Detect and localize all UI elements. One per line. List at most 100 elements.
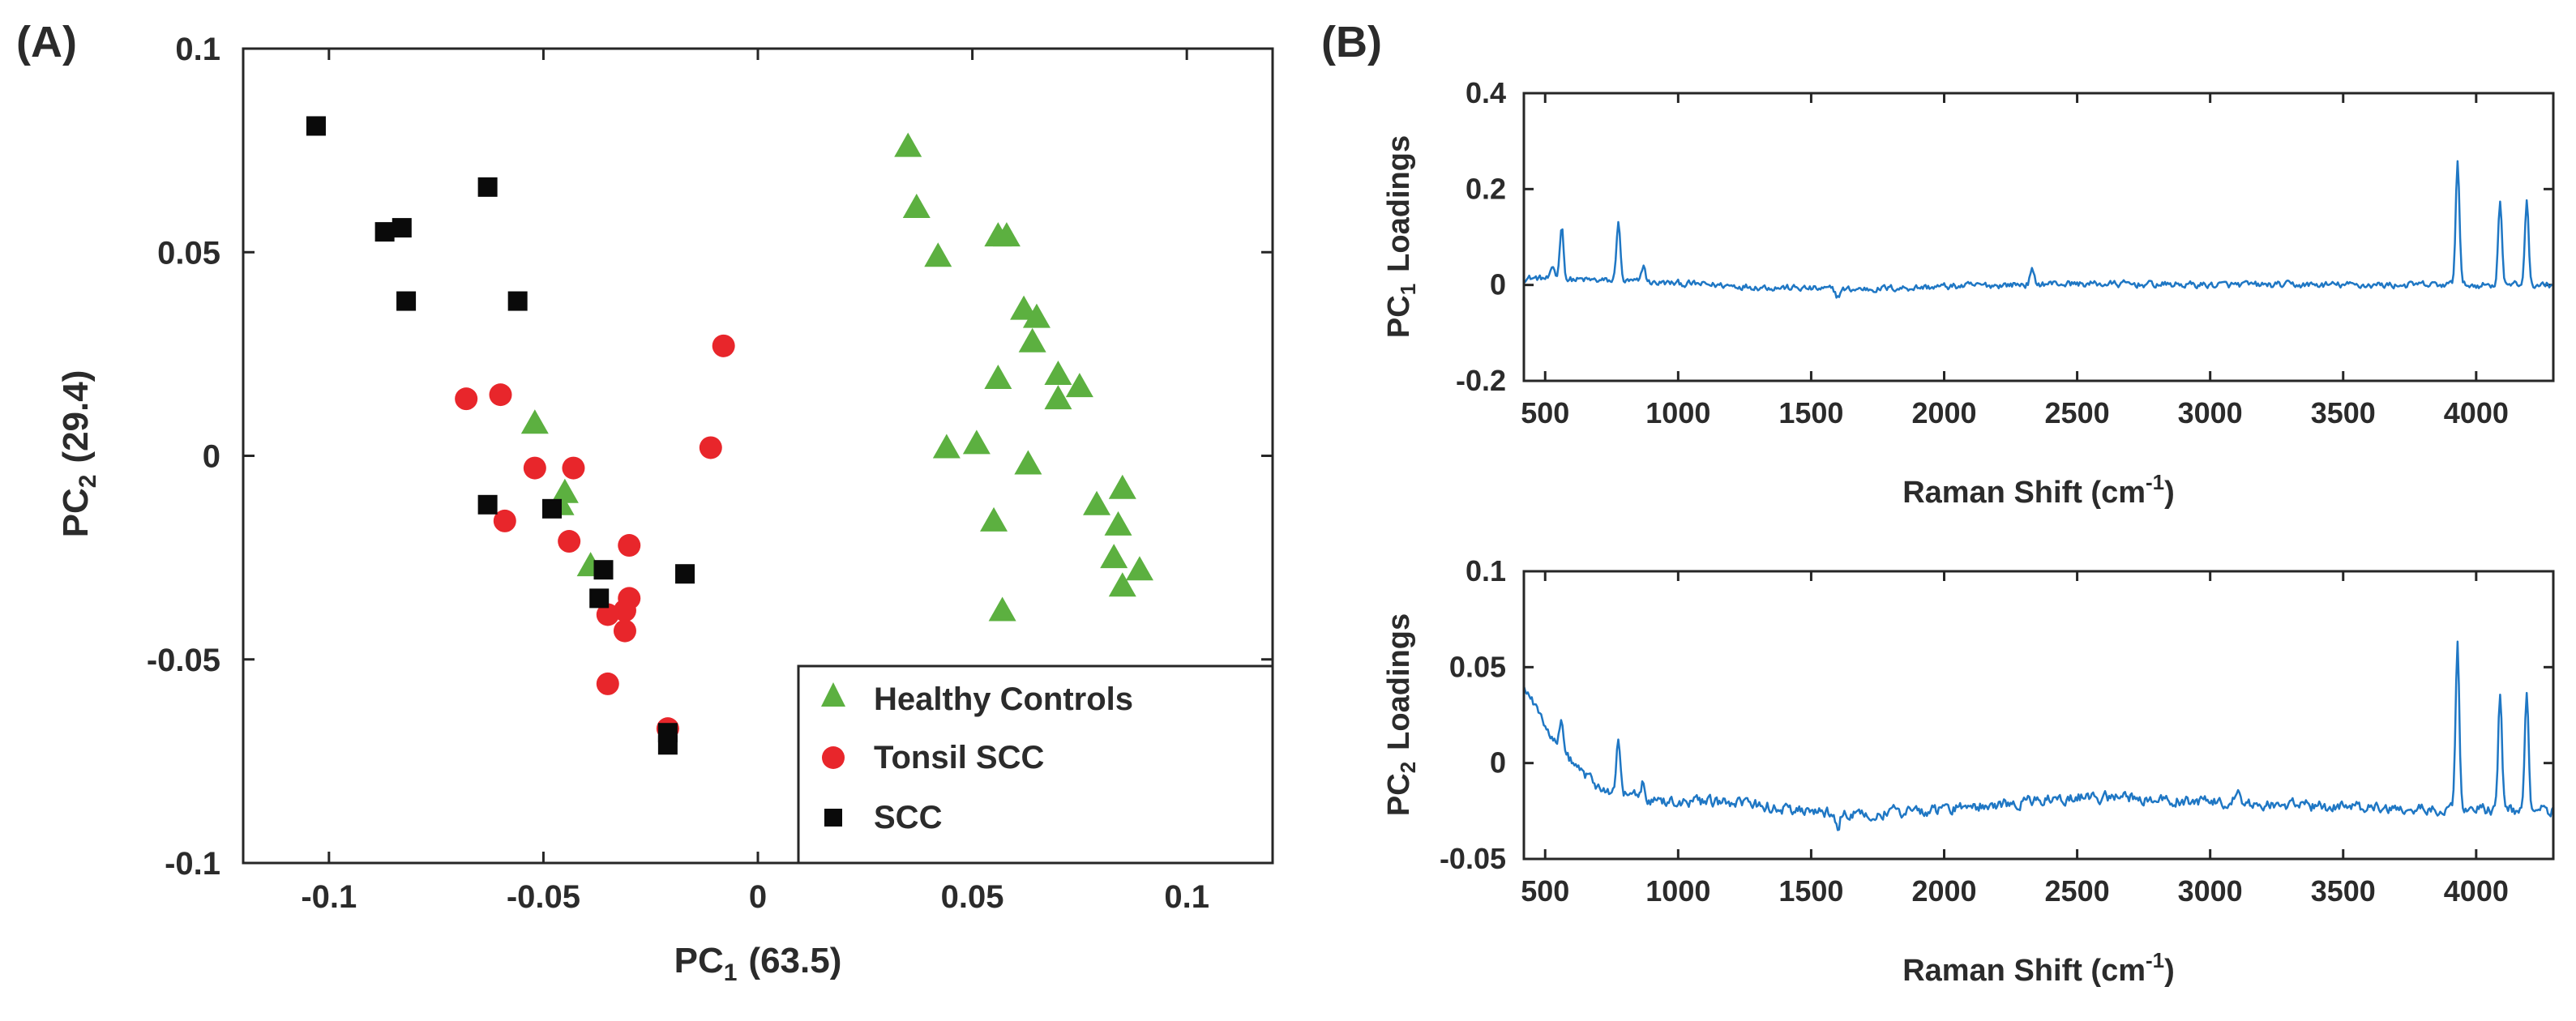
spectrum-x-tick-label: 1500 <box>1778 874 1843 908</box>
scc-point <box>657 735 678 755</box>
scatter-x-label-sub: 1 <box>724 959 738 986</box>
healthy-controls-point <box>988 596 1016 622</box>
pc1-y-label-main: PC <box>1382 295 1416 338</box>
pc1-y-axis-label: PC1 Loadings <box>1382 135 1420 338</box>
scc-point <box>477 494 498 515</box>
tonsil-scc-point <box>699 436 722 459</box>
legend-label-scc: SCC <box>874 800 942 835</box>
pc2-y-label-sub: 2 <box>1396 762 1420 773</box>
scatter-y-tick-label: 0.05 <box>157 235 220 271</box>
scc-point <box>589 588 610 609</box>
healthy-controls-point <box>992 222 1021 247</box>
healthy-controls-point <box>902 193 931 218</box>
scatter-y-label-main: PC <box>56 488 96 537</box>
pc2-x-label-main: Raman Shift (cm <box>1902 954 2146 988</box>
tonsil-scc-point <box>596 603 619 626</box>
pc1-x-axis-label: Raman Shift (cm-1) <box>1902 470 2175 510</box>
scc-point <box>306 116 326 136</box>
pc2-y-axis-label: PC2 Loadings <box>1382 613 1420 816</box>
scatter-x-tick-label: -0.1 <box>301 879 357 915</box>
tonsil-scc-point <box>523 456 546 480</box>
healthy-controls-point <box>1044 385 1072 410</box>
scatter-x-axis-label: PC1 (63.5) <box>674 941 842 986</box>
healthy-controls-point <box>1022 303 1051 328</box>
healthy-controls-point <box>1108 474 1136 499</box>
spectrum-x-tick-label: 3000 <box>2178 874 2243 908</box>
tonsil-scc-point <box>455 387 478 411</box>
scatter-y-tick-label: -0.05 <box>147 643 220 678</box>
healthy-controls-point <box>980 506 1008 532</box>
scc-point <box>507 291 528 311</box>
tonsil-scc-point <box>613 619 636 643</box>
spectrum-x-tick-label: 500 <box>1521 396 1569 429</box>
legend-box <box>797 664 1274 865</box>
healthy-controls-point <box>932 434 961 459</box>
pc1-y-label-sub: 1 <box>1396 284 1420 295</box>
spectrum-x-tick-label: 1500 <box>1778 396 1843 429</box>
spectrum-y-tick-label: 0 <box>1490 746 1506 780</box>
tonsil-scc-point <box>618 534 641 557</box>
spectrum-y-tick-label: -0.05 <box>1440 842 1506 875</box>
healthy-controls-point <box>1083 490 1111 515</box>
tonsil-scc-point <box>596 672 619 695</box>
spectrum-x-tick-label: 2500 <box>2045 874 2110 908</box>
spectrum-x-tick-label: 2000 <box>1911 874 1976 908</box>
scc-point <box>593 560 614 580</box>
scatter-y-label-sub: 2 <box>75 475 101 489</box>
spectrum-x-tick-label: 3500 <box>2311 874 2376 908</box>
scatter-points <box>306 116 1153 755</box>
pc2-axes-frame <box>1522 570 2555 861</box>
pc2-y-label-main: PC <box>1382 773 1416 816</box>
healthy-controls-point <box>1125 556 1153 581</box>
scatter-axes-frame <box>242 47 1274 865</box>
healthy-controls-point <box>520 409 549 434</box>
legend-label-tonsil: Tonsil SCC <box>874 740 1044 775</box>
scatter-plot: -0.1 -0.05 0 0.05 0.1 -0.1 -0.05 0 0.05 0.1 Healt… <box>56 32 1274 986</box>
healthy-controls-point <box>894 132 922 157</box>
healthy-controls-point <box>1044 361 1072 385</box>
healthy-controls-point <box>984 365 1012 390</box>
pc2-loadings-plot: 500 1000 1500 2000 2500 3000 3500 4000 -0.05 0 0.0… <box>1382 554 2555 988</box>
scatter-x-label-main: PC <box>674 941 724 980</box>
pc1-x-label-tail: ) <box>2164 476 2175 510</box>
spectrum-x-tick-label: 4000 <box>2444 396 2509 429</box>
legend-marker-healthy <box>821 682 845 707</box>
scatter-x-tick-label: -0.05 <box>507 879 580 915</box>
scatter-x-tick-label: 0 <box>749 879 767 915</box>
scc-point <box>396 291 417 311</box>
spectrum-y-tick-label: 0.1 <box>1466 554 1506 587</box>
tonsil-scc-point <box>489 383 512 407</box>
pc1-ticks: 500 1000 1500 2000 2500 3000 3500 4000 -0.2 0 0.2 0… <box>1456 76 2553 429</box>
scatter-ticks: -0.1 -0.05 0 0.05 0.1 -0.1 -0.05 0 0.05 0.1 <box>147 32 1273 915</box>
scc-point <box>392 218 412 238</box>
pc1-axes-frame <box>1522 92 2555 382</box>
healthy-controls-point <box>1108 572 1136 597</box>
tonsil-scc-point <box>562 456 585 480</box>
tonsil-scc-point <box>613 599 636 622</box>
legend-label-healthy: Healthy Controls <box>874 681 1133 717</box>
healthy-controls-point <box>1100 544 1128 569</box>
healthy-controls-point <box>1014 450 1042 475</box>
spectrum-x-tick-label: 2000 <box>1911 396 1976 429</box>
spectrum-y-tick-label: -0.2 <box>1456 364 1506 397</box>
pc2-x-label-tail: ) <box>2164 954 2175 988</box>
spectrum-x-tick-label: 1000 <box>1645 874 1710 908</box>
scc-point <box>542 498 562 519</box>
scatter-x-label-tail: (63.5) <box>748 941 841 980</box>
spectrum-y-tick-label: 0.2 <box>1466 172 1506 205</box>
panel-a-label: (A) <box>16 18 77 66</box>
scatter-y-label-tail: (29.4) <box>56 370 96 464</box>
spectrum-x-tick-label: 1000 <box>1645 396 1710 429</box>
spectrum-y-tick-label: 0.05 <box>1449 650 1506 683</box>
tonsil-scc-point <box>712 334 735 357</box>
pc1-y-label-tail: Loadings <box>1382 135 1416 272</box>
pc2-ticks: 500 1000 1500 2000 2500 3000 3500 4000 -0.05 0 0.0… <box>1440 554 2553 908</box>
spectrum-y-tick-label: 0 <box>1490 268 1506 301</box>
pc2-x-label-sup: -1 <box>2146 948 2164 972</box>
pc1-loadings-line <box>1523 160 2554 299</box>
legend-marker-tonsil <box>822 746 845 769</box>
pc1-loadings-plot: 500 1000 1500 2000 2500 3000 3500 4000 -0.2 0 0.2 0… <box>1382 76 2555 510</box>
spectrum-x-tick-label: 3500 <box>2311 396 2376 429</box>
pc1-x-label-main: Raman Shift (cm <box>1902 476 2146 510</box>
